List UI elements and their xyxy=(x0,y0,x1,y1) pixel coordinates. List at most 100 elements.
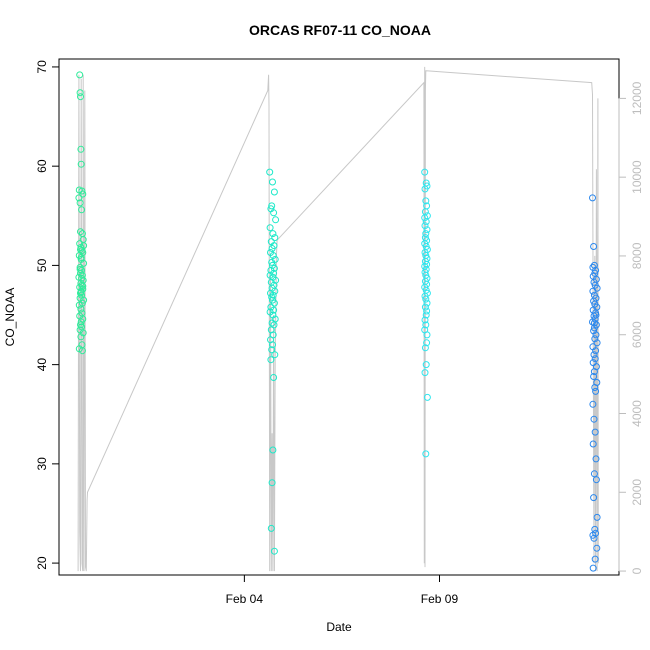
data-point xyxy=(590,243,598,250)
data-point xyxy=(590,415,598,423)
data-point xyxy=(421,303,429,311)
data-point xyxy=(423,307,431,315)
data-point xyxy=(590,494,598,502)
data-point xyxy=(268,258,276,266)
data-point xyxy=(270,547,278,555)
data-point xyxy=(423,393,431,401)
data-point xyxy=(423,260,431,268)
data-point xyxy=(77,228,84,236)
data-point xyxy=(77,269,84,277)
data-point xyxy=(270,264,278,272)
data-point xyxy=(590,373,598,380)
data-point xyxy=(76,71,84,79)
data-point xyxy=(76,265,84,273)
data-point xyxy=(272,276,280,284)
data-point xyxy=(270,269,278,277)
data-point xyxy=(80,259,88,267)
data-point xyxy=(590,368,598,376)
data-point xyxy=(77,93,84,101)
data-point xyxy=(589,400,597,408)
data-point xyxy=(593,339,601,347)
data-point xyxy=(421,249,429,256)
x-axis: Feb 04 Feb 09 xyxy=(226,575,459,606)
data-point xyxy=(76,199,84,207)
data-point xyxy=(272,216,280,224)
data-point xyxy=(589,531,597,539)
y2-tick-label: 10000 xyxy=(630,160,644,194)
data-point xyxy=(422,230,430,238)
plot-area xyxy=(58,58,620,576)
y-tick-label: 70 xyxy=(35,60,49,74)
data-point xyxy=(269,252,277,259)
data-point xyxy=(590,534,598,542)
data-point xyxy=(421,222,429,230)
data-point xyxy=(266,224,274,232)
data-point xyxy=(76,89,84,97)
co-points xyxy=(75,71,601,572)
data-point xyxy=(592,266,600,274)
data-point xyxy=(77,246,84,253)
data-point xyxy=(271,351,279,359)
data-point xyxy=(422,450,430,458)
data-point xyxy=(590,351,598,359)
data-point xyxy=(591,428,599,436)
data-point xyxy=(77,318,85,326)
data-point xyxy=(421,369,429,377)
data-point xyxy=(592,311,600,319)
x-tick-label: Feb 04 xyxy=(226,592,264,606)
data-point xyxy=(269,291,277,299)
altitude-track xyxy=(77,66,599,572)
data-point xyxy=(422,321,430,329)
y2-tick-label: 8000 xyxy=(630,242,644,269)
data-point xyxy=(77,333,85,341)
data-point xyxy=(79,329,87,337)
data-point xyxy=(423,339,431,347)
data-point xyxy=(268,346,276,354)
data-point xyxy=(78,274,86,282)
data-point xyxy=(422,361,430,369)
y2-tick-label: 6000 xyxy=(630,321,644,348)
data-point xyxy=(590,470,598,478)
data-point xyxy=(269,178,276,186)
data-point xyxy=(267,524,275,532)
data-point xyxy=(592,331,600,339)
data-point xyxy=(423,226,431,234)
chart-title: ORCAS RF07-11 CO_NOAA xyxy=(249,22,431,38)
data-point xyxy=(78,206,86,214)
data-point xyxy=(421,185,429,193)
data-point xyxy=(78,347,86,355)
data-point xyxy=(78,187,86,195)
data-point xyxy=(422,295,430,303)
data-point xyxy=(421,268,429,276)
data-point xyxy=(77,288,85,296)
data-point xyxy=(268,293,276,301)
data-point xyxy=(590,261,598,269)
data-point xyxy=(593,513,601,521)
data-point xyxy=(270,209,278,217)
data-point xyxy=(77,305,85,313)
data-point xyxy=(78,271,86,279)
data-point xyxy=(592,347,600,355)
data-point xyxy=(591,384,599,391)
data-point xyxy=(271,234,279,242)
data-point xyxy=(423,331,431,339)
x-tick-label: Feb 09 xyxy=(421,592,459,606)
y2-tick-label: 4000 xyxy=(630,400,644,427)
data-point xyxy=(271,287,279,295)
data-point xyxy=(268,202,276,210)
data-point xyxy=(268,245,276,252)
data-point xyxy=(421,292,429,300)
data-point xyxy=(268,479,276,487)
data-point xyxy=(591,555,599,563)
y-tick-label: 60 xyxy=(35,159,49,173)
y-tick-label: 40 xyxy=(35,358,49,372)
data-point xyxy=(269,446,277,454)
data-point xyxy=(421,316,429,324)
data-point xyxy=(591,335,599,343)
data-point xyxy=(77,145,85,153)
data-point xyxy=(593,544,601,552)
data-point xyxy=(421,344,429,352)
data-point xyxy=(590,324,598,332)
data-point xyxy=(592,476,600,484)
data-point xyxy=(421,168,429,176)
